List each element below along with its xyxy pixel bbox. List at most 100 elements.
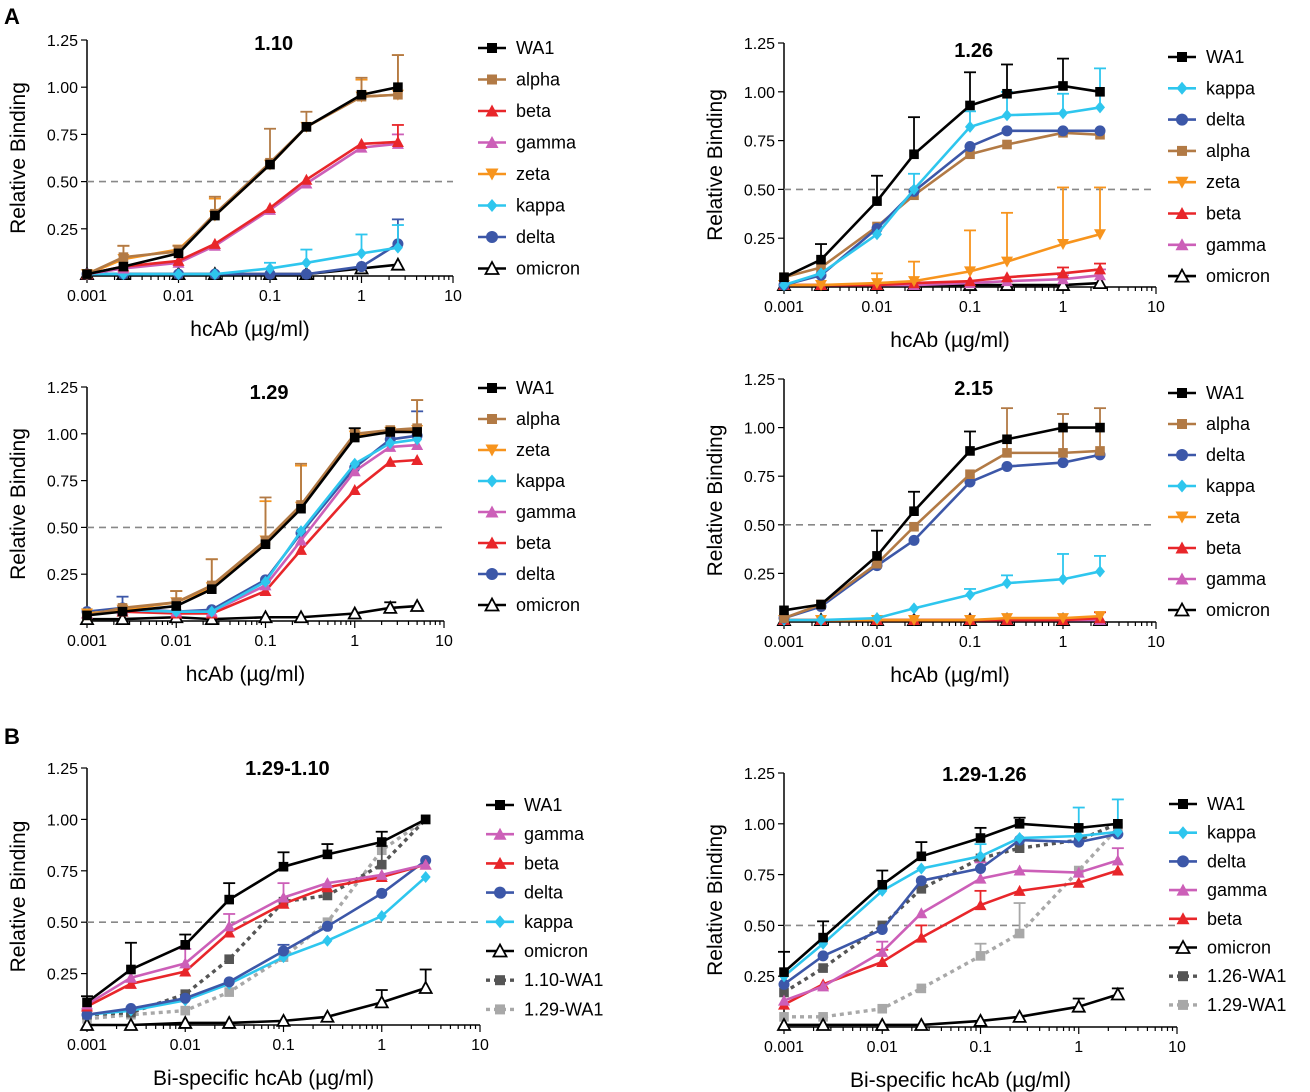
legend-label: gamma (524, 824, 585, 844)
data-point (1058, 422, 1068, 433)
legend-label: gamma (1206, 569, 1267, 589)
legend-label: omicron (524, 941, 588, 961)
legend-item: omicron (478, 595, 580, 615)
data-point (916, 884, 927, 894)
data-point (1113, 819, 1123, 829)
data-point (277, 897, 290, 909)
data-point (1094, 263, 1107, 275)
x-tick-label: 0.001 (764, 299, 804, 316)
legend-item: beta (478, 533, 552, 553)
chart-6: 0.001 0.01 0.1 1 10 0.25 0.50 0.75 1.00 1.25 Bi-sp… (704, 764, 1286, 1092)
data-point (816, 267, 827, 280)
data-point (1110, 986, 1126, 1001)
legend-marker (485, 168, 499, 181)
panel-label-a: A (4, 4, 20, 29)
data-point (260, 575, 271, 588)
series-line (784, 826, 1120, 1019)
legend-marker (494, 915, 506, 929)
series-alpha (779, 407, 1107, 623)
legend-marker (495, 975, 505, 986)
legend-item: delta (1169, 851, 1247, 871)
legend-label: omicron (516, 595, 580, 615)
series-delta (81, 410, 424, 618)
y-tick-label: 0.25 (744, 969, 775, 986)
data-point (779, 967, 789, 977)
data-point (965, 588, 975, 601)
legend-marker (1175, 572, 1189, 585)
series-alpha (82, 54, 404, 279)
series-line (86, 863, 426, 1006)
x-tick-label: 0.001 (67, 1037, 107, 1054)
legend-marker (1178, 799, 1188, 809)
data-point (1001, 460, 1013, 472)
data-point (376, 910, 387, 923)
legend-marker (487, 74, 497, 85)
legend: WA1 kappa delta alpha zeta beta gamma omicron (1168, 47, 1270, 286)
data-point (301, 122, 312, 132)
legend-label: 1.29-WA1 (1207, 995, 1286, 1015)
y-tick-label: 1.00 (744, 85, 775, 102)
series-line (86, 875, 427, 1017)
data-point (964, 275, 976, 287)
legend-marker (486, 568, 498, 580)
legend-marker (493, 827, 507, 840)
legend-marker (1177, 145, 1187, 156)
y-tick-label: 1.00 (47, 812, 78, 829)
series-delta (81, 855, 432, 1021)
y-axis-label: Relative Binding (704, 824, 727, 976)
legend-label: kappa (1206, 78, 1256, 98)
y-tick-label: 1.25 (744, 766, 775, 783)
data-point (301, 256, 312, 269)
data-point (1095, 101, 1106, 114)
data-point (123, 1017, 139, 1031)
data-point (908, 615, 921, 627)
x-tick-label: 10 (1147, 634, 1165, 651)
data-point (908, 534, 920, 546)
y-tick-label: 0.25 (744, 231, 775, 248)
data-point (975, 850, 986, 863)
series-line (86, 818, 427, 1021)
data-point (1072, 866, 1085, 878)
data-point (82, 997, 92, 1008)
series-line (86, 818, 427, 1004)
legend-label: delta (524, 883, 564, 903)
data-point (871, 278, 883, 290)
legend-label: kappa (1206, 476, 1256, 496)
series-line (783, 859, 1119, 1002)
series-beta (81, 858, 432, 1012)
data-point (1057, 273, 1069, 285)
x-tick-label: 0.001 (764, 634, 804, 651)
legend-marker (485, 444, 499, 457)
series-WA1 (779, 57, 1105, 283)
legend-marker (487, 383, 497, 393)
data-point (778, 994, 790, 1006)
x-tick-label: 0.1 (254, 633, 276, 650)
legend-item: 1.29-WA1 (486, 999, 603, 1019)
y-tick-label: 0.25 (47, 967, 78, 984)
data-point (816, 254, 826, 265)
data-point (356, 261, 367, 273)
series-line (87, 986, 427, 1027)
x-tick-label: 0.1 (959, 299, 981, 316)
data-point (1073, 823, 1084, 833)
data-point (1001, 613, 1014, 625)
data-point (322, 849, 333, 860)
data-point (223, 926, 236, 938)
data-point (259, 585, 272, 597)
data-point (420, 814, 431, 825)
legend-item: kappa (1168, 476, 1256, 496)
data-point (1112, 825, 1123, 838)
data-point (322, 890, 333, 901)
data-point (1014, 832, 1025, 845)
series-line (86, 863, 427, 1008)
legend-label: omicron (516, 259, 580, 279)
data-point (776, 1017, 792, 1031)
data-point (1072, 876, 1085, 888)
legend-marker (485, 505, 499, 518)
chart-5: 0.001 0.01 0.1 1 10 0.25 0.50 0.75 1.00 1.25 Bi-sp… (7, 758, 603, 1090)
series-gamma (81, 439, 424, 619)
y-tick-label: 1.00 (744, 817, 775, 834)
y-tick-label: 0.75 (47, 864, 78, 881)
data-point (1071, 998, 1087, 1013)
legend-item: gamma (478, 133, 577, 153)
